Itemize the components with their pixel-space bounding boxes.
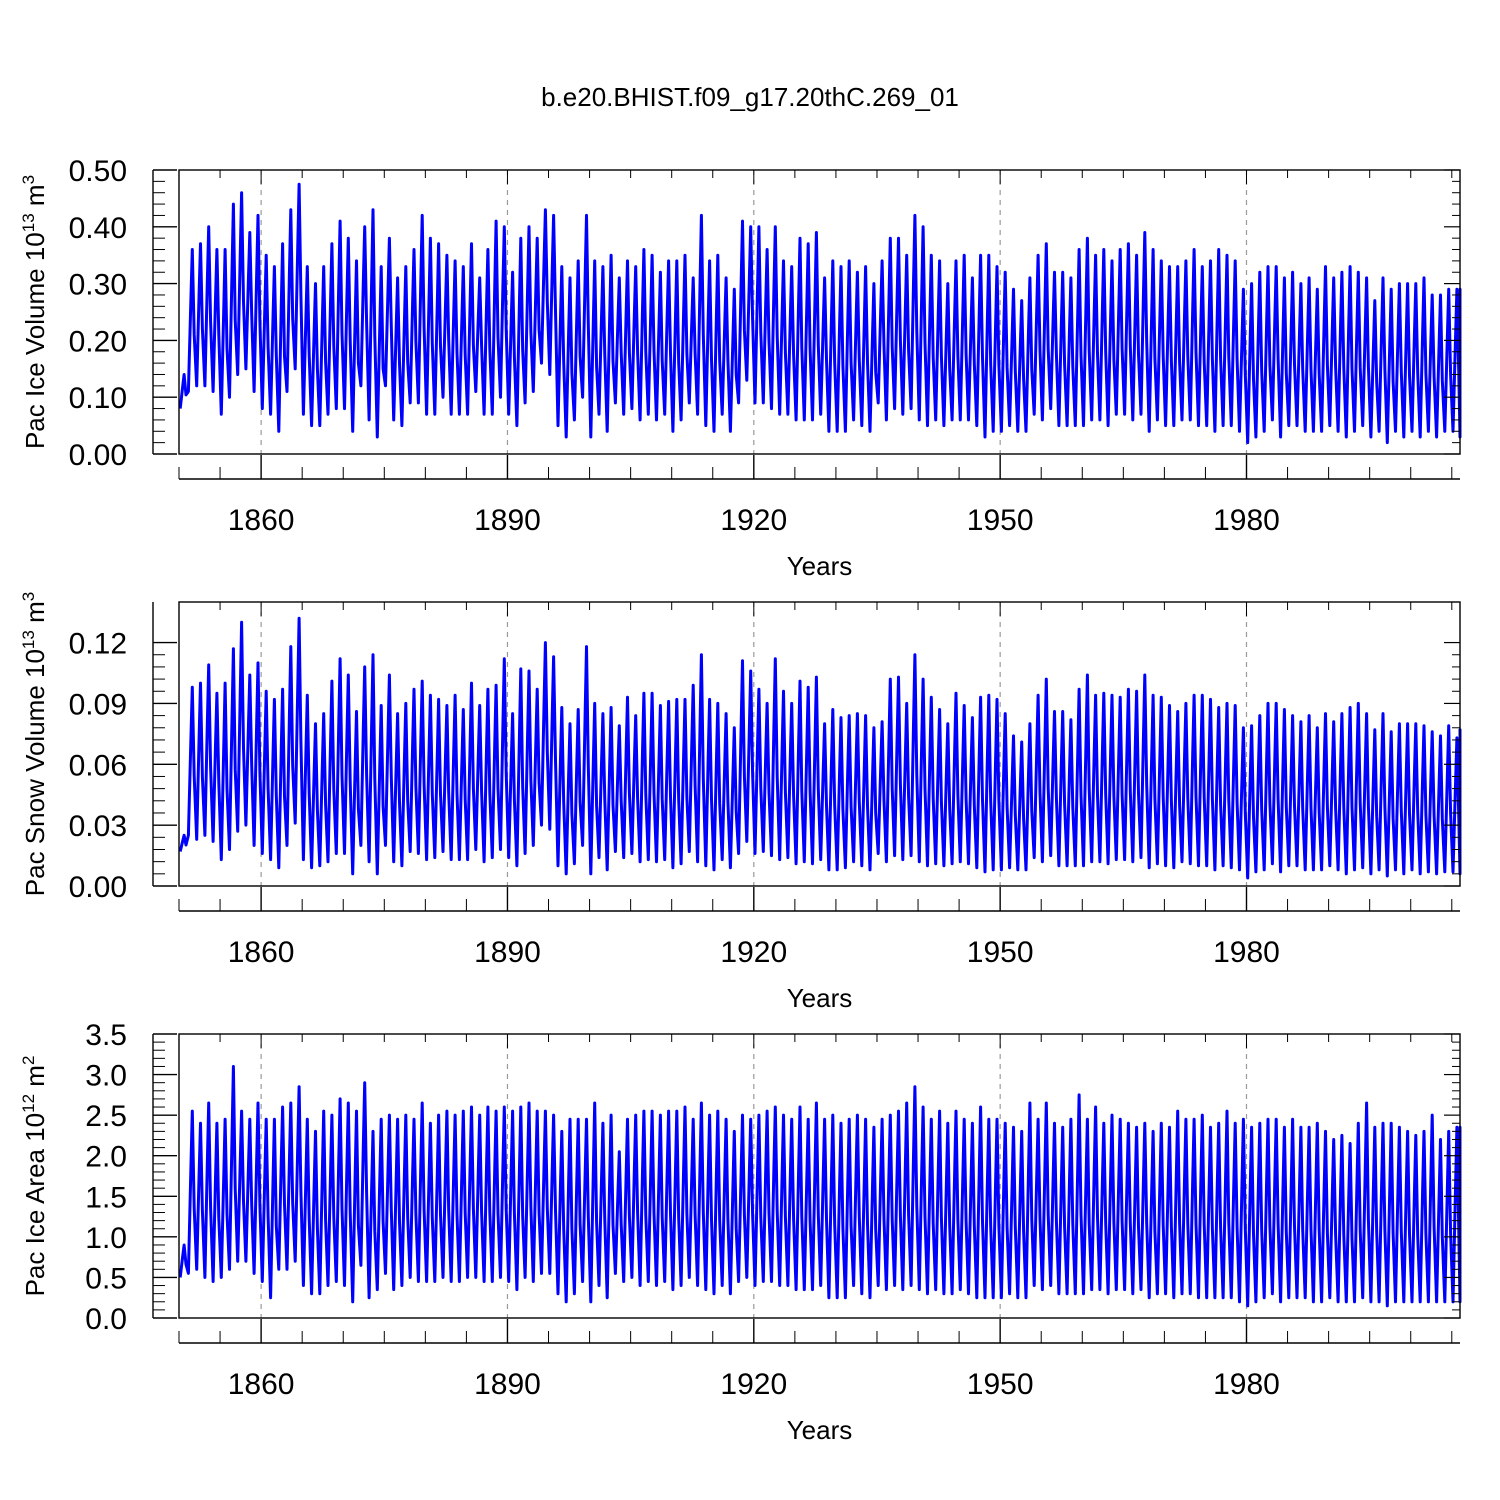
y-tick-label: 0.20	[69, 325, 127, 358]
y-tick-label: 0.10	[69, 382, 127, 415]
plot-frame	[178, 169, 1461, 455]
y-tick-label: 0.5	[85, 1262, 127, 1295]
series-line	[178, 616, 1462, 880]
x-tick-label: 1890	[474, 1368, 541, 1401]
x-axis-label: Years	[787, 1415, 853, 1445]
y-axis-label: Pac Snow Volume 1013 m3	[19, 592, 50, 896]
x-tick-label: 1950	[967, 936, 1034, 969]
y-tick-label: 1.0	[85, 1222, 127, 1255]
y-axis-label: Pac Ice Volume 1013 m3	[19, 175, 50, 449]
y-tick-label: 2.5	[85, 1100, 127, 1133]
y-tick-label: 3.5	[85, 1019, 127, 1052]
x-tick-label: 1950	[967, 504, 1034, 537]
y-tick-label: 0.03	[69, 810, 127, 843]
series-line	[178, 1065, 1462, 1308]
x-tick-label: 1890	[474, 936, 541, 969]
x-tick-label: 1920	[720, 936, 787, 969]
x-tick-label: 1860	[228, 1368, 295, 1401]
x-tick-label: 1950	[967, 1368, 1034, 1401]
y-tick-label: 0.30	[69, 269, 127, 302]
x-tick-label: 1860	[228, 936, 295, 969]
chart-panel-2: 0.00 0.03 0.06 0.09 0.12 1860 1890 1920 1950 1980…	[19, 592, 1462, 1013]
x-tick-label: 1980	[1213, 936, 1280, 969]
y-tick-label: 0.06	[69, 749, 127, 782]
plot-frame	[178, 601, 1461, 887]
y-tick-label: 0.0	[85, 1303, 127, 1336]
y-tick-label: 3.0	[85, 1060, 127, 1093]
y-tick-label: 0.50	[69, 155, 127, 188]
y-tick-label: 0.00	[69, 439, 127, 472]
y-tick-label: 0.09	[69, 688, 127, 721]
x-axis-label: Years	[787, 983, 853, 1013]
chart-panel-3: 0.0 0.5 1.0 1.5 2.0 2.5 3.0 3.5 1860 1890 1920 1950…	[19, 1019, 1462, 1445]
x-tick-label: 1920	[720, 1368, 787, 1401]
y-tick-label: 2.0	[85, 1141, 127, 1174]
figure-title: b.e20.BHIST.f09_g17.20thC.269_01	[541, 82, 959, 112]
series-line	[178, 182, 1462, 445]
y-axis-label: Pac Ice Area 1012 m2	[19, 1056, 50, 1297]
y-tick-label: 0.00	[69, 871, 127, 904]
y-tick-label: 0.40	[69, 212, 127, 245]
x-tick-label: 1890	[474, 504, 541, 537]
x-tick-label: 1980	[1213, 504, 1280, 537]
y-tick-label: 0.12	[69, 628, 127, 661]
y-tick-label: 1.5	[85, 1181, 127, 1214]
chart-panel-1: 0.00 0.10 0.20 0.30 0.40 0.50 1860 1890 1920 1950…	[19, 155, 1462, 581]
plot-frame	[178, 1033, 1461, 1319]
x-tick-label: 1980	[1213, 1368, 1280, 1401]
x-tick-label: 1860	[228, 504, 295, 537]
x-tick-label: 1920	[720, 504, 787, 537]
x-axis-label: Years	[787, 551, 853, 581]
